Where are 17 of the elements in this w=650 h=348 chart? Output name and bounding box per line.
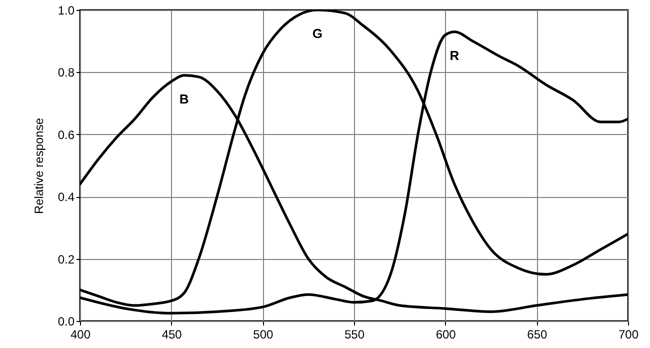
- x-tick-label: 500: [253, 328, 274, 342]
- y-tick-label: 0.8: [58, 66, 75, 80]
- series-label: G: [312, 26, 323, 41]
- x-tick-label: 600: [436, 328, 456, 342]
- y-axis-title: Relative response: [32, 118, 46, 214]
- x-tick-label: 450: [162, 328, 182, 342]
- x-tick-label: 400: [70, 328, 91, 342]
- series-label: R: [450, 48, 460, 63]
- y-tick-label: 0.6: [58, 128, 75, 142]
- y-tick-label: 0.4: [58, 190, 75, 204]
- x-tick-label: 550: [344, 328, 365, 342]
- y-tick-label: 0.2: [58, 252, 75, 266]
- series-label: B: [179, 91, 189, 106]
- x-tick-label: 650: [527, 328, 548, 342]
- y-tick-label: 0.0: [58, 314, 75, 328]
- y-tick-label: 1.0: [58, 4, 75, 18]
- x-tick-label: 700: [618, 328, 639, 342]
